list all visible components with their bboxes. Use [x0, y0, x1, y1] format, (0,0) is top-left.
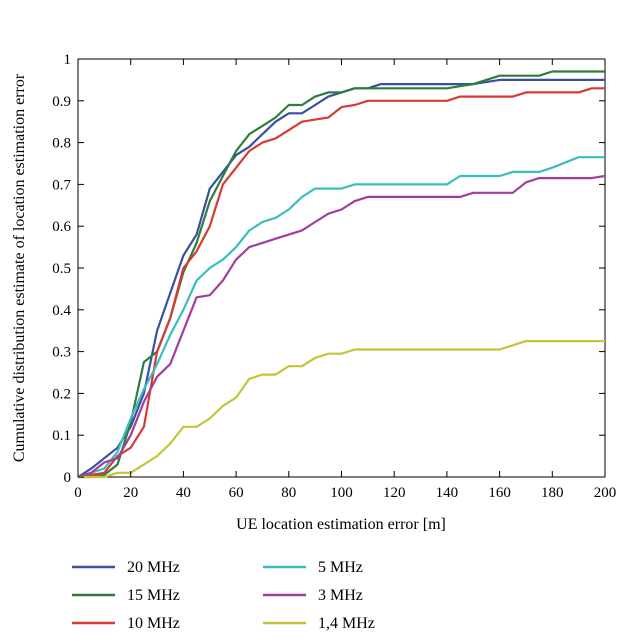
x-tick-label: 120	[383, 485, 406, 501]
legend-item-1: 15 MHz	[72, 587, 180, 604]
x-tick-label: 60	[229, 485, 244, 501]
legend-item-5: 1,4 MHz	[263, 615, 375, 632]
x-tick-label: 80	[281, 485, 296, 501]
ticks-layer: 0 20 40 60 80 100 120 140 160 180 200 0 0.1 0.2 0.3 0.4…	[52, 52, 616, 501]
legend-item-2: 10 MHz	[72, 615, 180, 632]
x-axis-title: UE location estimation error [m]	[236, 516, 446, 533]
series-line-3	[77, 156, 605, 479]
y-tick-label: 0.4	[52, 303, 71, 319]
legend-label: 5 MHz	[318, 559, 363, 576]
series-line-0	[77, 78, 605, 478]
legend-item-3: 5 MHz	[263, 559, 363, 576]
y-tick-label: 0.5	[52, 261, 71, 277]
x-tick-label: 140	[436, 485, 459, 501]
series-line-1	[78, 70, 605, 479]
y-tick-label: 0.1	[52, 428, 71, 444]
legend-label: 1,4 MHz	[318, 615, 375, 632]
y-tick-label: 0.6	[52, 219, 71, 235]
legend-label: 15 MHz	[127, 587, 180, 604]
legend-label: 10 MHz	[127, 615, 180, 632]
legend: 20 MHz 15 MHz 10 MHz 5 MHz 3 MHz 1,4 MHz	[72, 559, 375, 632]
y-tick-label: 0.8	[52, 136, 71, 152]
series-layer	[77, 70, 606, 479]
series-line-4	[77, 174, 606, 479]
plot-frame	[77, 58, 606, 478]
legend-item-4: 3 MHz	[263, 587, 363, 604]
legend-label: 20 MHz	[127, 559, 180, 576]
x-tick-label: 40	[176, 485, 191, 501]
y-tick-label: 0	[64, 470, 72, 486]
series-line-2	[77, 87, 605, 479]
x-tick-label: 160	[488, 485, 511, 501]
y-tick-label: 1	[64, 52, 72, 68]
x-tick-label: 0	[74, 485, 82, 501]
x-tick-label: 180	[541, 485, 564, 501]
y-tick-label: 0.2	[52, 386, 71, 402]
y-tick-label: 0.7	[52, 177, 71, 193]
x-tick-label: 20	[123, 485, 138, 501]
y-axis-title: Cumulative distribution estimate of loca…	[11, 73, 28, 462]
legend-item-0: 20 MHz	[72, 559, 180, 576]
y-tick-label: 0.9	[52, 94, 71, 110]
y-tick-label: 0.3	[52, 345, 71, 361]
x-tick-label: 100	[330, 485, 353, 501]
series-line-5	[78, 340, 605, 479]
x-tick-label: 200	[594, 485, 617, 501]
legend-label: 3 MHz	[318, 587, 363, 604]
